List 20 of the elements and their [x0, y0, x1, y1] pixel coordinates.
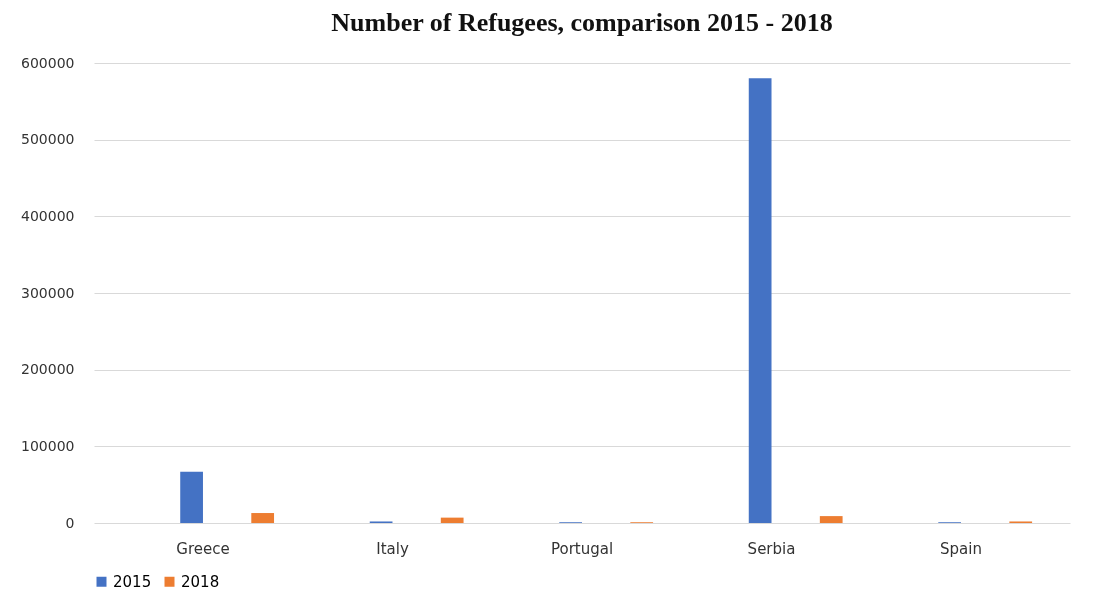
y-tick-label: 300000	[21, 284, 75, 301]
x-tick-label: Greece	[176, 539, 230, 558]
bar	[819, 516, 843, 523]
x-tick-label: Spain	[940, 539, 982, 558]
bar	[748, 78, 772, 523]
bar	[251, 513, 275, 523]
y-tick-label: 400000	[21, 207, 75, 224]
x-tick-label: Serbia	[747, 539, 796, 558]
legend-label: 2015	[113, 572, 152, 591]
x-tick-label: Portugal	[550, 539, 614, 558]
chart-title: Number of Refugees, comparison 2015 - 2018	[331, 8, 833, 37]
y-tick-label: 0	[65, 514, 75, 531]
bar	[440, 517, 464, 523]
x-tick-label: Italy	[376, 539, 409, 558]
y-tick-label: 600000	[21, 54, 75, 71]
y-tick-label: 100000	[21, 437, 75, 454]
legend-label: 2018	[181, 572, 220, 591]
bar	[180, 471, 203, 523]
y-tick-label: 500000	[21, 131, 75, 148]
y-tick-label: 200000	[21, 361, 75, 378]
